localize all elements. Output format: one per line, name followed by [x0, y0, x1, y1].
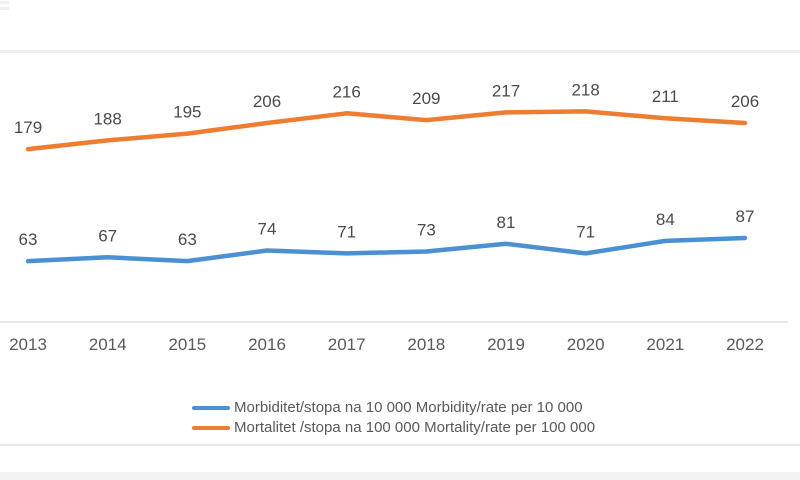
data-label: 179 [14, 118, 42, 137]
legend-item-mortality: Mortalitet /stopa na 100 000 Mortality/r… [192, 418, 595, 438]
data-label: 188 [93, 109, 121, 128]
data-label: 209 [412, 89, 440, 108]
data-label: 87 [736, 207, 755, 226]
x-tick-label: 2021 [646, 335, 684, 354]
x-tick-label: 2020 [567, 335, 605, 354]
data-label: 67 [98, 226, 117, 245]
bottom-divider [0, 444, 800, 446]
data-label: 84 [656, 210, 675, 229]
series-line-morbidity [25, 235, 748, 264]
data-label: 218 [571, 80, 599, 99]
x-tick-label: 2015 [168, 335, 206, 354]
data-label: 63 [19, 230, 38, 249]
data-label: 195 [173, 103, 201, 122]
x-tick-label: 2018 [407, 335, 445, 354]
data-label: 81 [497, 213, 516, 232]
legend-dash-morbidity-icon [192, 406, 230, 410]
x-tick-label: 2016 [248, 335, 286, 354]
data-label: 217 [492, 81, 520, 100]
data-label: 63 [178, 230, 197, 249]
legend-dash-mortality-icon [192, 426, 230, 430]
legend-label-mortality: Mortalitet /stopa na 100 000 Mortality/r… [234, 419, 596, 436]
x-tick-label: 2022 [726, 335, 764, 354]
chart-legend: Morbiditet/stopa na 10 000 Morbidity/rat… [192, 398, 595, 438]
corner-artifact [0, 1, 9, 4]
data-label: 73 [417, 221, 436, 240]
footer-band [0, 472, 800, 480]
data-label: 74 [258, 220, 277, 239]
data-label: 206 [731, 92, 759, 111]
legend-label-morbidity: Morbiditet/stopa na 10 000 Morbidity/rat… [234, 399, 583, 416]
data-label: 71 [576, 222, 595, 241]
data-label: 206 [253, 92, 281, 111]
data-label: 211 [652, 87, 679, 106]
data-label: 71 [337, 222, 356, 241]
top-divider [0, 50, 800, 53]
x-tick-label: 2014 [89, 335, 127, 354]
legend-item-morbidity: Morbiditet/stopa na 10 000 Morbidity/rat… [192, 398, 595, 418]
corner-artifact [0, 7, 9, 10]
x-tick-label: 2013 [9, 335, 47, 354]
data-label: 216 [332, 82, 360, 101]
x-tick-label: 2017 [328, 335, 366, 354]
series-line-mortality [25, 109, 748, 152]
x-tick-label: 2019 [487, 335, 525, 354]
